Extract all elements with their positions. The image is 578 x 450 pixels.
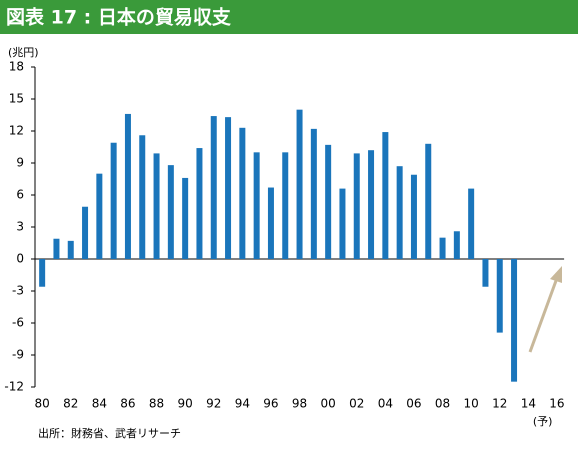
source: 出所：財務省、武者リサーチ xyxy=(38,426,181,440)
x-tick-label: 92 xyxy=(206,397,221,411)
y-tick-label: 3 xyxy=(16,220,24,234)
x-tick-label: 82 xyxy=(63,397,78,411)
bar xyxy=(239,127,246,259)
bar xyxy=(167,165,174,259)
bar xyxy=(53,238,60,259)
annotation: (予) xyxy=(533,415,553,428)
bar xyxy=(196,148,203,259)
bar xyxy=(511,259,518,382)
bar xyxy=(325,144,332,259)
bar xyxy=(182,177,189,259)
x-tick-label: 02 xyxy=(349,397,364,411)
bar xyxy=(210,116,217,259)
x-tick-label: 04 xyxy=(378,397,393,411)
y-tick-label: 18 xyxy=(9,60,24,74)
bar xyxy=(339,188,346,259)
y-tick-label: -12 xyxy=(4,380,24,394)
bar xyxy=(67,240,74,259)
y-tick-label: 0 xyxy=(16,252,24,266)
x-tick-label: 90 xyxy=(178,397,193,411)
bar xyxy=(496,259,503,333)
x-tick-label: 86 xyxy=(120,397,135,411)
bar xyxy=(267,187,274,259)
bar xyxy=(310,128,317,259)
x-tick-label: 16 xyxy=(549,397,564,411)
bar xyxy=(382,132,389,259)
x-tick-label: 10 xyxy=(464,397,479,411)
y-tick-label: 12 xyxy=(9,124,24,138)
chart-title: 図表 17 : 日本の貿易収支 xyxy=(6,6,232,29)
title-bar xyxy=(0,0,578,34)
bar xyxy=(253,152,260,259)
arrow xyxy=(528,277,559,353)
bar xyxy=(296,109,303,260)
bar xyxy=(353,153,360,259)
x-tick-label: 06 xyxy=(406,397,421,411)
x-tick-label: 98 xyxy=(292,397,307,411)
x-tick-label: 80 xyxy=(35,397,50,411)
bar xyxy=(110,142,117,259)
x-tick-label: 88 xyxy=(149,397,164,411)
bar xyxy=(410,174,417,259)
x-tick-label: 08 xyxy=(435,397,450,411)
bar xyxy=(124,113,131,259)
bar xyxy=(96,173,103,259)
y-tick-label: -6 xyxy=(12,316,24,330)
bar xyxy=(282,152,289,259)
arrow-head xyxy=(550,266,562,283)
y-tick-label: 15 xyxy=(9,92,24,106)
x-tick-label: 12 xyxy=(492,397,507,411)
bar xyxy=(153,153,160,259)
bar xyxy=(225,117,232,259)
bar xyxy=(368,150,375,259)
bar xyxy=(139,135,146,259)
x-tick-label: 00 xyxy=(321,397,336,411)
bar xyxy=(439,237,446,259)
x-tick-label: 14 xyxy=(521,397,536,411)
y-tick-label: -9 xyxy=(12,348,24,362)
y-unit: (兆円) xyxy=(8,46,39,59)
x-tick-label: 94 xyxy=(235,397,250,411)
bar xyxy=(482,259,489,287)
bar xyxy=(39,259,46,287)
bar xyxy=(425,143,432,259)
y-tick-label: 6 xyxy=(16,188,24,202)
y-tick-label: -3 xyxy=(12,284,24,298)
bar xyxy=(396,166,403,259)
bar xyxy=(453,231,460,259)
x-tick-label: 84 xyxy=(92,397,107,411)
bar xyxy=(468,188,475,259)
y-tick-label: 9 xyxy=(16,156,24,170)
x-tick-label: 96 xyxy=(263,397,278,411)
bar xyxy=(82,206,89,259)
